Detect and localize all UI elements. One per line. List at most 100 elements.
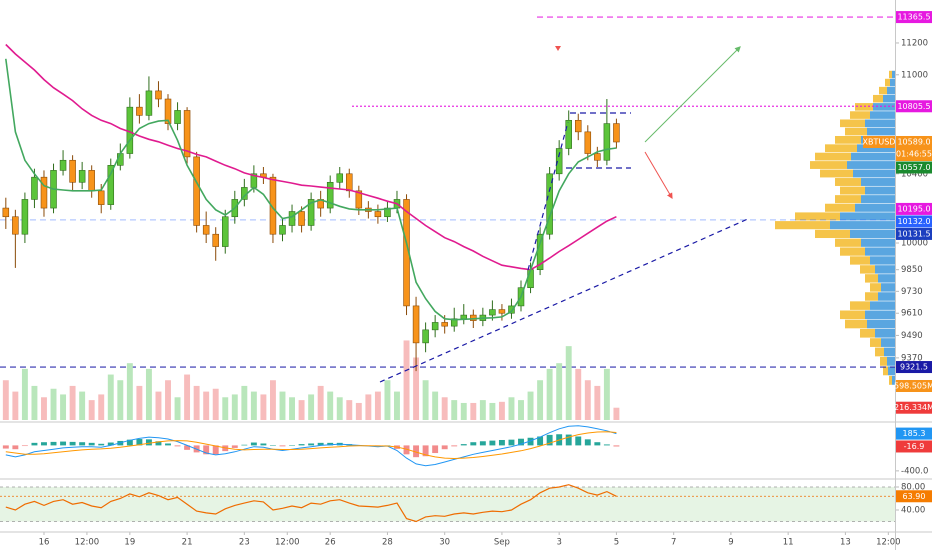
candle-body xyxy=(174,110,181,124)
macd-histogram xyxy=(584,439,591,446)
plot-layer xyxy=(2,43,620,523)
profile-down xyxy=(835,178,861,186)
profile-down xyxy=(879,86,887,95)
x-tick-label: 28 xyxy=(382,538,393,548)
macd-histogram xyxy=(136,439,143,446)
signal-line xyxy=(5,431,617,460)
volume-bar xyxy=(374,391,381,420)
volume-bar xyxy=(231,394,238,420)
macd-histogram xyxy=(50,441,57,446)
macd-histogram xyxy=(21,445,28,447)
candle-body xyxy=(21,199,29,235)
macd-histogram xyxy=(241,444,248,446)
candle-body xyxy=(164,98,172,124)
macd-histogram xyxy=(289,445,295,446)
price-tag-label: 598.505M xyxy=(894,381,932,390)
volume-bar xyxy=(98,394,105,420)
x-tick-label: 11 xyxy=(783,538,794,548)
y-tick-label: 9730 xyxy=(901,287,923,297)
y-tick-label: 9610 xyxy=(901,309,923,319)
volume-bar xyxy=(489,402,496,420)
x-tick-label: 21 xyxy=(182,538,193,548)
price-tag xyxy=(896,227,932,240)
profile-down xyxy=(865,292,878,301)
price-tag xyxy=(896,379,932,392)
profile-up xyxy=(830,221,895,230)
macd-histogram xyxy=(613,445,620,447)
volume-bar xyxy=(451,400,458,420)
candle-body xyxy=(193,156,200,226)
x-tick-label: 26 xyxy=(325,538,336,548)
profile-down xyxy=(810,161,847,169)
volume-bar xyxy=(212,388,219,420)
y-tick-label: 9370 xyxy=(901,353,923,363)
profile-up xyxy=(865,310,895,320)
candle-body xyxy=(69,159,76,183)
macd-histogram xyxy=(203,445,210,455)
macd-histogram xyxy=(470,442,477,446)
rsi-band xyxy=(0,487,895,522)
profile-down xyxy=(815,229,850,239)
profile-down xyxy=(840,186,865,195)
macd-histogram xyxy=(441,445,448,450)
candle-body xyxy=(307,199,315,226)
macd-histogram xyxy=(165,443,171,446)
volume-bar xyxy=(241,385,248,420)
profile-up xyxy=(884,347,895,357)
price-tag xyxy=(896,202,932,215)
candle-body xyxy=(498,309,506,314)
profile-down xyxy=(825,203,855,212)
x-tick-label: 16 xyxy=(39,538,50,548)
candle-body xyxy=(212,233,219,247)
candle-body xyxy=(613,123,620,143)
profile-down xyxy=(840,119,865,128)
macd-histogram xyxy=(88,442,95,446)
profile-down xyxy=(860,265,875,274)
price-tag xyxy=(896,490,932,503)
price-tag-label: 10589.0 xyxy=(897,137,930,146)
macd-histogram xyxy=(546,434,553,446)
profile-up xyxy=(870,111,895,119)
volume-bar xyxy=(565,346,572,420)
candle-body xyxy=(508,305,515,314)
macd-histogram xyxy=(422,445,429,457)
macd-histogram xyxy=(594,442,601,446)
volume-bar xyxy=(184,374,191,420)
candle-body xyxy=(489,309,496,316)
x-tick-label: 3 xyxy=(556,538,561,548)
macd-histogram xyxy=(269,445,276,446)
candle-body xyxy=(450,318,458,327)
profile-up xyxy=(861,238,895,247)
profile-up xyxy=(870,256,895,265)
candle-body xyxy=(298,211,305,226)
volume-bar xyxy=(317,385,324,420)
macd-histogram xyxy=(403,445,410,455)
x-tick-label: 23 xyxy=(239,538,250,548)
volume-bar xyxy=(260,394,267,420)
volume-bar xyxy=(31,385,38,420)
macd-histogram xyxy=(60,441,67,446)
volume-bar xyxy=(145,368,152,420)
x-tick-label: 19 xyxy=(124,538,135,548)
candle-body xyxy=(107,165,115,205)
volume-bar xyxy=(41,397,47,420)
profile-down xyxy=(850,256,870,265)
profile-up xyxy=(881,283,895,292)
candle-body xyxy=(59,159,67,171)
macd-histogram xyxy=(184,445,191,450)
profile-down xyxy=(840,310,865,320)
volume-bar xyxy=(584,380,591,420)
profile-down xyxy=(825,144,857,153)
profile-down xyxy=(873,94,883,103)
volume-bar xyxy=(336,397,343,420)
profile-down xyxy=(889,70,892,79)
candle-body xyxy=(546,173,553,235)
profile-up xyxy=(888,366,895,376)
macd-histogram xyxy=(41,442,47,446)
volume-bar xyxy=(136,385,143,420)
x-tick-label: Sep xyxy=(494,538,510,548)
price-tag-label: 10131.5 xyxy=(897,229,930,238)
candle-body xyxy=(527,269,534,289)
rsi-line xyxy=(5,484,617,523)
